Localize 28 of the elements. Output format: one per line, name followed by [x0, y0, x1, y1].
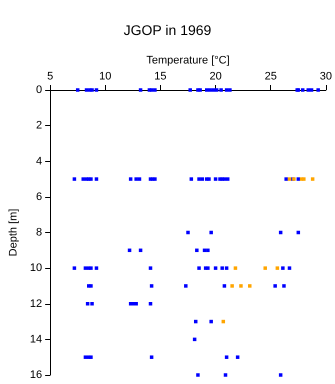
y-tick-label: 0: [36, 84, 42, 96]
point: [263, 266, 267, 270]
chart-title: JGOP in 1969: [124, 22, 212, 38]
y-tick-label: 6: [36, 190, 42, 203]
y-tick-label: 4: [36, 155, 42, 168]
y-tick-label: 8: [36, 226, 42, 238]
x-tick-label: 20: [209, 70, 222, 82]
y-tick-label: 16: [30, 369, 42, 381]
x-tick-label: 5: [47, 70, 54, 82]
point: [234, 266, 238, 270]
point: [310, 177, 314, 181]
x-tick-label: 10: [99, 70, 112, 82]
y-tick-label: 12: [30, 298, 42, 310]
point: [302, 177, 306, 181]
y-tick-label: 10: [30, 262, 42, 274]
point: [248, 284, 252, 288]
y-tick-label: 14: [30, 333, 42, 346]
x-tick-label: 25: [264, 70, 277, 82]
x-tick-label: 30: [320, 70, 332, 82]
point: [222, 320, 226, 324]
point: [230, 284, 234, 288]
point: [239, 284, 243, 288]
y-tick-label: 2: [36, 120, 42, 132]
x-axis-title: Temperature [°C]: [146, 54, 230, 66]
point: [276, 266, 280, 270]
y-axis-title: Depth [m]: [8, 208, 20, 256]
point: [288, 177, 292, 181]
x-tick-label: 15: [154, 70, 167, 82]
